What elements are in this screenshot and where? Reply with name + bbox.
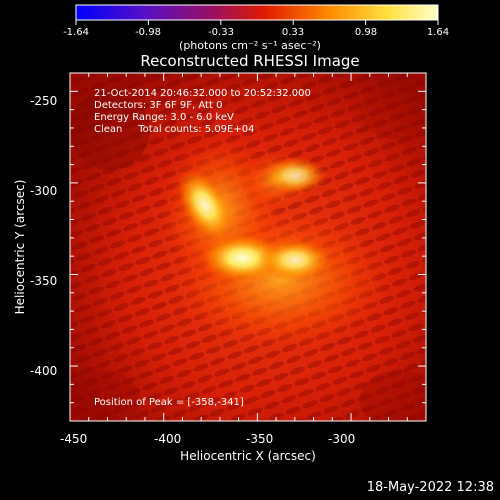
plot-title: Reconstructed RHESSI Image <box>140 52 360 70</box>
annotation-energy-range: Energy Range: 3.0 - 6.0 keV <box>94 112 234 123</box>
x-tick-label: -350 <box>246 432 274 446</box>
colorbar-tickmarks <box>75 20 439 25</box>
annotation-method: Clean Total counts: 5.09E+04 <box>94 124 255 135</box>
colorbar-tick-label: 0.98 <box>354 27 378 38</box>
axis-ticks <box>69 72 427 422</box>
source-blob <box>259 239 331 281</box>
x-tick-label: -450 <box>60 432 88 446</box>
heatmap-image <box>70 73 426 421</box>
y-tick-label: -400 <box>30 364 58 378</box>
x-tick-label: -300 <box>328 432 356 446</box>
source-blobs <box>177 157 331 282</box>
source-blob <box>200 233 285 282</box>
x-axis-label: Heliocentric X (arcsec) <box>180 449 316 463</box>
colorbar <box>75 4 439 25</box>
colorbar-units-label: (photons cm⁻² s⁻¹ asec⁻²) <box>179 39 321 52</box>
annotation-time-range: 21-Oct-2014 20:46:32.000 to 20:52:32.000 <box>94 88 311 99</box>
colorbar-tick-label: -0.98 <box>135 27 161 38</box>
source-blob <box>262 157 327 195</box>
y-axis-label: Heliocentric Y (arcsec) <box>13 179 27 315</box>
colorbar-tick-label: 0.33 <box>281 27 305 38</box>
colorbar-tick-label: 1.64 <box>426 27 450 38</box>
y-tick-label: -350 <box>30 274 58 288</box>
plot-timestamp: 18-May-2022 12:38 <box>366 480 494 495</box>
y-tick-label: -300 <box>30 184 58 198</box>
annotation-detectors: Detectors: 3F 6F 9F, Att 0 <box>94 100 223 111</box>
annotation-peak-position: Position of Peak = [-358,-341] <box>94 397 244 408</box>
colorbar-tick-label: -1.64 <box>63 27 89 38</box>
colorbar-tick-label: -0.33 <box>208 27 234 38</box>
plot-frame <box>69 72 427 422</box>
colorbar-gradient <box>75 4 439 21</box>
y-tick-label: -250 <box>30 94 58 108</box>
source-blob <box>177 169 233 241</box>
x-tick-label: -400 <box>154 432 182 446</box>
